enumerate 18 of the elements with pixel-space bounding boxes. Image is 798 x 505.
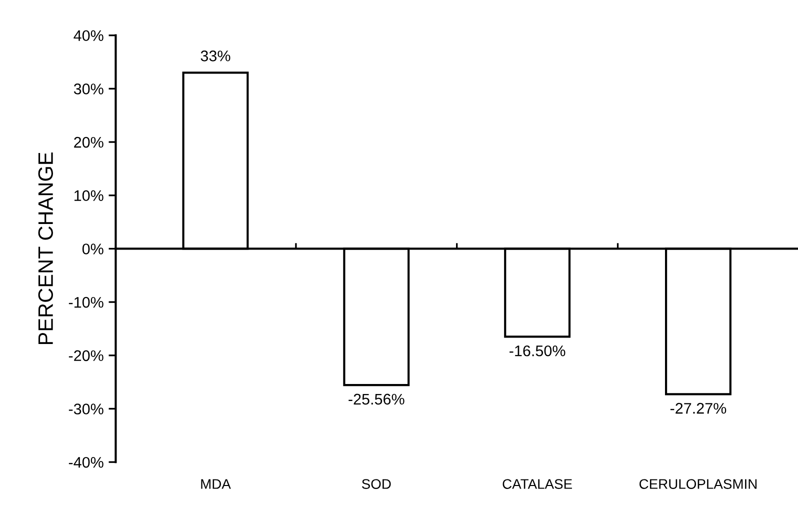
y-tick-label: 20% <box>74 136 104 148</box>
y-axis-title: PERCENT CHANGE <box>38 152 54 344</box>
data-label: -25.56% <box>348 394 404 405</box>
y-tick-label: -10% <box>68 296 104 308</box>
data-label: 33% <box>200 50 230 62</box>
y-tick-label: -40% <box>68 456 104 468</box>
y-tick-label: 40% <box>74 30 104 42</box>
data-label: -27.27% <box>670 402 726 414</box>
y-tick-label: -30% <box>68 404 104 414</box>
y-tick-label: -20% <box>68 350 104 362</box>
y-tick-label: 30% <box>74 84 104 94</box>
x-tick-label: CATALASE <box>502 479 572 489</box>
x-tick-label: MDA <box>201 479 231 489</box>
data-label: -16.50% <box>510 345 566 356</box>
y-tick-label: 0% <box>82 244 104 254</box>
x-tick-label: SOD <box>362 479 391 489</box>
y-tick-label: 10% <box>74 190 104 202</box>
x-tick-label: CERULOPLASMIN <box>640 479 757 489</box>
